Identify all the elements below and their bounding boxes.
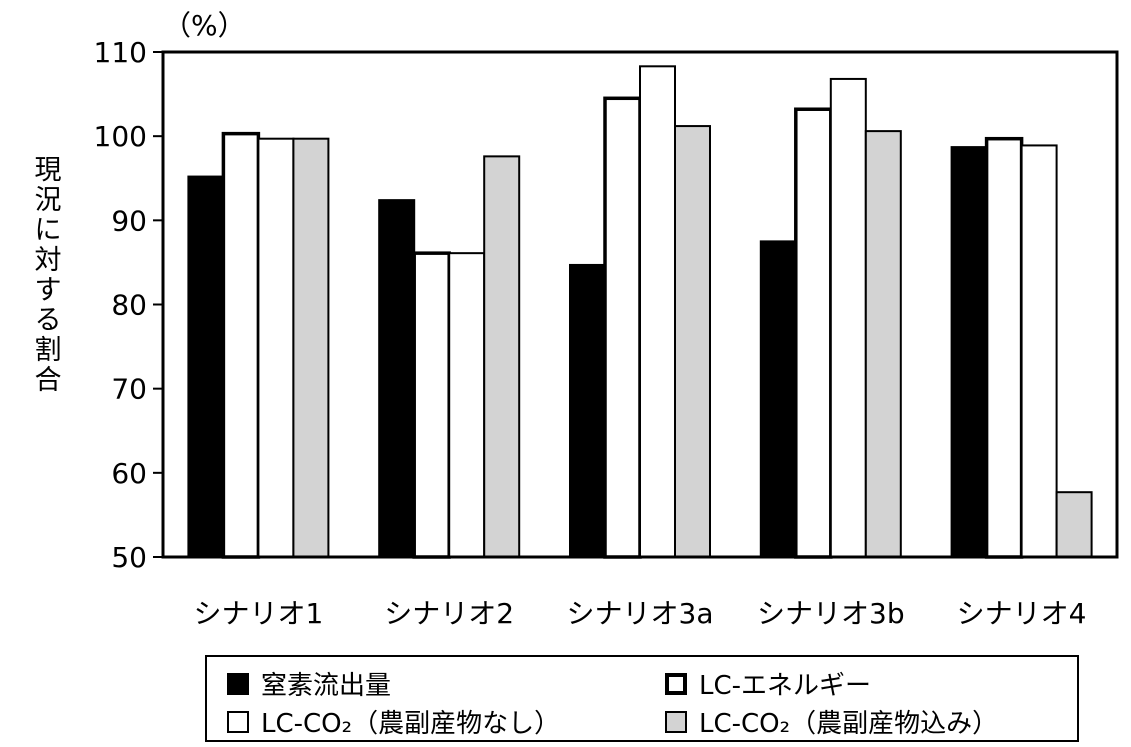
- y-axis-unit-label: （%）: [163, 9, 246, 42]
- legend-swatch-black: [227, 672, 249, 695]
- bar: [448, 252, 486, 559]
- legend-item-nitrogen-outflow: 窒素流出量: [227, 665, 391, 702]
- bar: [794, 107, 833, 559]
- legend-label: LC-エネルギー: [699, 671, 872, 701]
- bar: [603, 96, 642, 559]
- bar: [292, 137, 330, 558]
- bar: [759, 240, 797, 558]
- plot-area-frame: [161, 50, 1119, 559]
- y-axis-title: 現況に対する割合: [34, 155, 62, 396]
- bar: [674, 125, 711, 558]
- bar: [378, 199, 416, 558]
- x-tick-label: シナリオ1: [193, 597, 323, 630]
- bar: [1055, 491, 1093, 559]
- bar: [864, 130, 902, 558]
- bar: [221, 131, 261, 559]
- bar: [639, 65, 676, 559]
- legend-swatch-white-bold: [665, 672, 687, 695]
- legend: 窒素流出量 LC-エネルギー LC-CO₂（農副産物なし） LC-CO₂（農副産…: [205, 655, 1079, 742]
- y-tick-label: 50: [111, 541, 147, 574]
- y-tick-label: 80: [111, 289, 147, 322]
- bar: [483, 155, 521, 558]
- bar: [412, 251, 451, 559]
- bar: [950, 146, 988, 558]
- y-tick-label: 90: [111, 204, 147, 237]
- bar: [569, 263, 606, 558]
- y-tick-label: 110: [94, 36, 147, 69]
- legend-label: LC-CO₂（農副産物なし）: [261, 709, 561, 739]
- bar: [257, 137, 295, 558]
- bar: [984, 136, 1024, 559]
- y-tick-label: 70: [111, 373, 147, 406]
- legend-item-lc-energy: LC-エネルギー: [665, 665, 871, 702]
- legend-item-lc-co2-with-byproducts: LC-CO₂（農副産物込み）: [665, 703, 998, 740]
- y-tick-label: 100: [94, 120, 147, 153]
- legend-label: 窒素流出量: [261, 671, 392, 701]
- bar: [1020, 144, 1058, 559]
- legend-swatch-gray: [665, 710, 687, 733]
- y-tick-label: 60: [111, 457, 147, 490]
- bar-chart: 50 60 70 80 90 100 110 シナリオ1 シナリオ2 シナリオ3a シナリオ3b シナ…: [94, 36, 1119, 630]
- legend-item-lc-co2-without-byproducts: LC-CO₂（農副産物なし）: [227, 703, 560, 740]
- bar: [187, 175, 225, 558]
- x-tick-label: シナリオ4: [957, 597, 1087, 630]
- x-tick-label: シナリオ3b: [757, 597, 905, 630]
- legend-swatch-white: [227, 710, 249, 733]
- x-tick-label: シナリオ3a: [567, 597, 714, 630]
- bar: [829, 77, 867, 559]
- x-tick-label: シナリオ2: [384, 597, 514, 630]
- legend-label: LC-CO₂（農副産物込み）: [699, 709, 999, 739]
